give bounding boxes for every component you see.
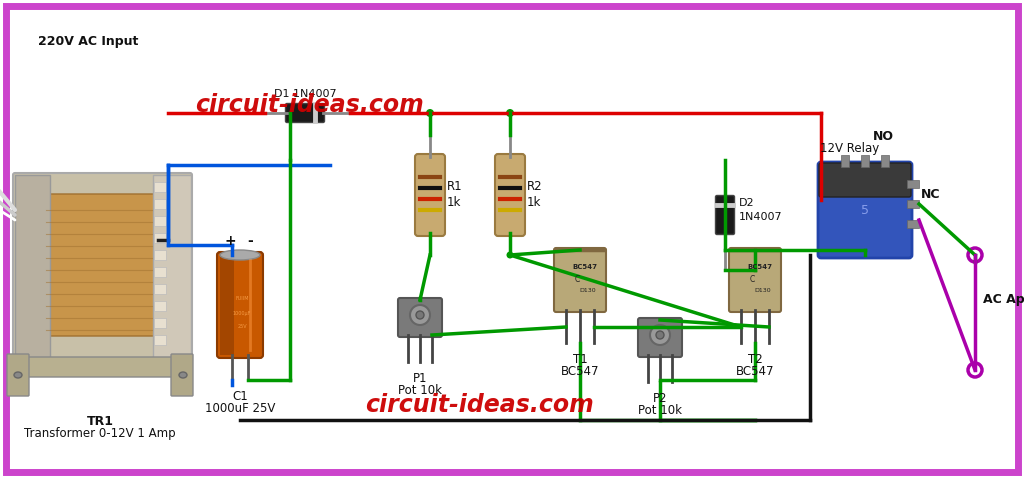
Bar xyxy=(154,250,166,260)
Bar xyxy=(220,255,234,355)
Ellipse shape xyxy=(220,250,260,260)
Bar xyxy=(15,175,50,360)
Text: -: - xyxy=(247,234,253,248)
Bar xyxy=(153,175,191,360)
Ellipse shape xyxy=(14,372,22,378)
Text: 12V Relay: 12V Relay xyxy=(820,142,880,155)
FancyBboxPatch shape xyxy=(729,248,781,312)
Text: T2: T2 xyxy=(748,353,763,366)
Text: D1 1N4007: D1 1N4007 xyxy=(273,89,336,99)
Text: BC547: BC547 xyxy=(572,264,597,270)
FancyBboxPatch shape xyxy=(7,354,29,396)
Text: 25V: 25V xyxy=(238,324,247,329)
Bar xyxy=(907,200,919,208)
Bar xyxy=(841,155,849,167)
FancyBboxPatch shape xyxy=(44,194,161,336)
Bar xyxy=(881,155,889,167)
Text: circuit-ideas.com: circuit-ideas.com xyxy=(196,93,424,117)
FancyBboxPatch shape xyxy=(286,104,325,122)
Circle shape xyxy=(968,248,982,262)
Bar xyxy=(154,335,166,345)
Circle shape xyxy=(416,311,424,319)
Text: TR1: TR1 xyxy=(86,415,114,428)
Text: Pot 10k: Pot 10k xyxy=(398,384,442,397)
Text: BC547: BC547 xyxy=(748,264,772,270)
Text: circuit-ideas.com: circuit-ideas.com xyxy=(366,393,594,417)
Bar xyxy=(154,318,166,328)
Text: C1: C1 xyxy=(232,390,248,403)
Text: C: C xyxy=(750,275,755,284)
FancyBboxPatch shape xyxy=(716,196,734,235)
Text: NC: NC xyxy=(921,188,940,202)
Text: 1000uF 25V: 1000uF 25V xyxy=(205,402,275,415)
Text: 5: 5 xyxy=(861,204,869,217)
FancyBboxPatch shape xyxy=(554,248,606,312)
FancyBboxPatch shape xyxy=(818,162,912,258)
Bar xyxy=(154,267,166,277)
Text: P2: P2 xyxy=(652,392,668,405)
Ellipse shape xyxy=(179,372,187,378)
Text: 1N4007: 1N4007 xyxy=(739,212,782,222)
Text: D2: D2 xyxy=(739,198,755,208)
Text: AC Appliance: AC Appliance xyxy=(983,293,1024,306)
Circle shape xyxy=(507,251,513,259)
Text: NO: NO xyxy=(872,130,894,143)
Text: +: + xyxy=(224,234,236,248)
Text: R2: R2 xyxy=(527,181,543,194)
Text: FUIIM: FUIIM xyxy=(236,296,249,301)
Bar xyxy=(907,180,919,188)
Text: C: C xyxy=(574,275,580,284)
Text: 220V AC Input: 220V AC Input xyxy=(38,35,138,48)
Bar xyxy=(154,233,166,243)
FancyBboxPatch shape xyxy=(171,354,193,396)
Text: 1k: 1k xyxy=(447,196,462,208)
Text: P1: P1 xyxy=(413,372,427,385)
FancyBboxPatch shape xyxy=(11,357,191,377)
FancyBboxPatch shape xyxy=(819,163,911,197)
Bar xyxy=(907,220,919,228)
FancyBboxPatch shape xyxy=(217,252,263,358)
Circle shape xyxy=(506,109,514,117)
Text: D130: D130 xyxy=(755,287,771,293)
FancyBboxPatch shape xyxy=(13,173,193,362)
Circle shape xyxy=(410,305,430,325)
FancyBboxPatch shape xyxy=(415,154,445,236)
Bar xyxy=(154,182,166,192)
Circle shape xyxy=(650,325,670,345)
Text: 1k: 1k xyxy=(527,196,542,208)
FancyBboxPatch shape xyxy=(638,318,682,357)
Circle shape xyxy=(426,109,434,117)
Bar xyxy=(861,155,869,167)
Text: BC547: BC547 xyxy=(561,365,599,378)
Text: Transformer 0-12V 1 Amp: Transformer 0-12V 1 Amp xyxy=(25,427,176,440)
Text: R1: R1 xyxy=(447,181,463,194)
FancyBboxPatch shape xyxy=(495,154,525,236)
Text: Pot 10k: Pot 10k xyxy=(638,404,682,417)
Bar xyxy=(154,199,166,209)
Circle shape xyxy=(968,363,982,377)
Text: T1: T1 xyxy=(572,353,588,366)
Circle shape xyxy=(656,331,664,339)
Bar xyxy=(154,284,166,294)
Text: BC547: BC547 xyxy=(736,365,774,378)
FancyBboxPatch shape xyxy=(6,6,1018,472)
Bar xyxy=(154,301,166,311)
Text: D130: D130 xyxy=(580,287,596,293)
Text: 1000μF: 1000μF xyxy=(232,311,251,316)
FancyBboxPatch shape xyxy=(398,298,442,337)
Bar xyxy=(154,216,166,226)
